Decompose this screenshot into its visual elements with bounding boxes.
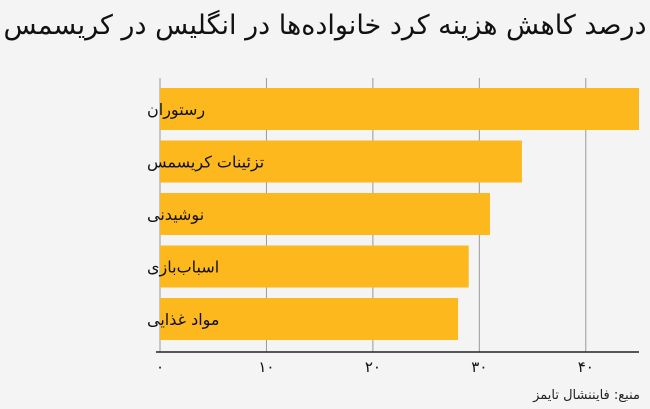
category-label: رستوران	[147, 100, 205, 120]
category-label: مواد غذایی	[147, 310, 220, 330]
category-label: تزئینات کریسمس	[147, 153, 264, 173]
bar	[160, 140, 522, 183]
bar	[160, 193, 490, 235]
x-tick-label: ۴۰	[578, 358, 594, 376]
bar	[160, 298, 459, 340]
bars	[160, 88, 639, 340]
chart-title: درصد کاهش هزینه کرد خانواده‌ها در انگلیس…	[3, 10, 647, 41]
source-note: منبع: فایننشال تایمز	[533, 388, 640, 403]
x-axis-ticks: ۰ ۱۰ ۲۰ ۳۰ ۴۰	[156, 358, 594, 376]
category-label: نوشیدنی	[147, 205, 204, 225]
x-tick-label: ۱۰	[258, 358, 274, 376]
x-tick-label: ۳۰	[471, 358, 487, 376]
category-label: اسباب‌بازی	[147, 258, 219, 278]
x-tick-label: ۰	[156, 358, 164, 376]
bar	[160, 245, 469, 288]
bar	[160, 88, 639, 130]
category-labels: رستوران تزئینات کریسمس نوشیدنی اسباب‌بازی مو…	[147, 100, 264, 330]
x-tick-label: ۲۰	[365, 358, 381, 376]
